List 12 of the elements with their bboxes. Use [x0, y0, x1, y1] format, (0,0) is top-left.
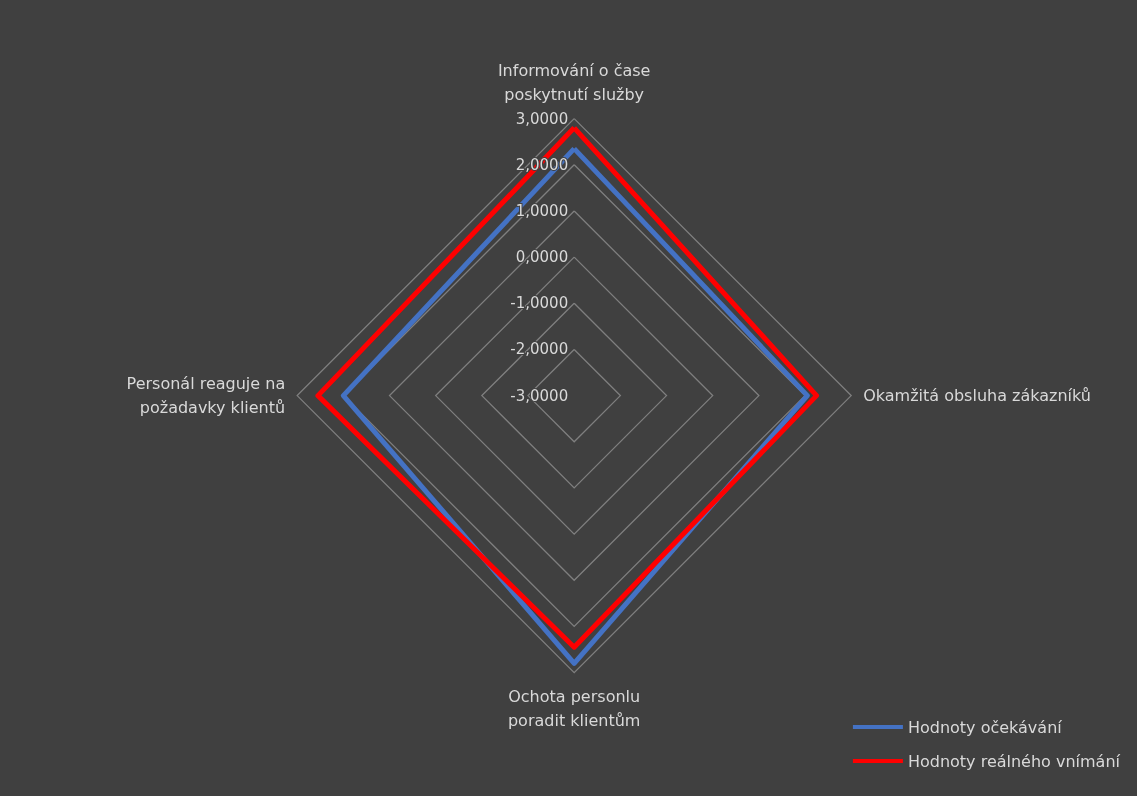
- y-tick-label: -1,0000: [510, 294, 569, 313]
- spoke-label: Personál reaguje na požadavky klientů: [126, 374, 286, 418]
- y-tick-label: -3,0000: [510, 386, 569, 405]
- legend-label: Hodnoty očekávání: [907, 717, 1063, 737]
- spoke-label: Ochota personlu poradit klientům: [507, 687, 641, 731]
- spoke-label: Okamžitá obsluha zákazníků: [863, 386, 1091, 406]
- legend-label: Hodnoty reálného vnímání: [907, 751, 1121, 771]
- y-tick-label: 3,0000: [515, 109, 569, 128]
- y-tick-label: -2,0000: [510, 340, 569, 359]
- y-tick-label: 1,0000: [515, 201, 569, 220]
- y-tick-label: 0,0000: [515, 248, 569, 267]
- spoke-label: Informování o čase poskytnutí služby: [497, 61, 651, 105]
